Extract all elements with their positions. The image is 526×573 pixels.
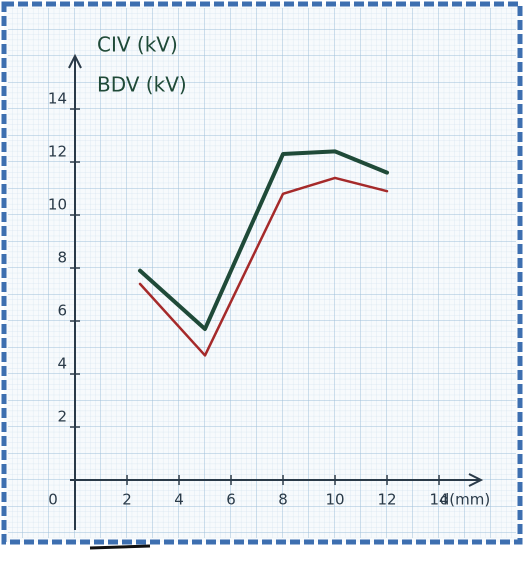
x-axis-label: d(mm) (440, 491, 490, 509)
series-line (138, 176, 389, 357)
x-tick-label: 10 (325, 491, 344, 509)
y-tick-label: 4 (57, 355, 67, 373)
x-tick-label: 14 (429, 491, 448, 509)
y-axis-arrow (68, 53, 82, 69)
x-axis-arrow (468, 473, 484, 487)
y-tick-label: 12 (48, 143, 67, 161)
y-tick-label: 10 (48, 196, 67, 214)
underline (89, 544, 151, 550)
x-tick-label: 2 (122, 491, 132, 509)
x-tick-label: 4 (174, 491, 184, 509)
x-tick-label: 8 (278, 491, 288, 509)
legend-label: CIV (kV) (97, 33, 178, 57)
x-tick-label: 12 (377, 491, 396, 509)
y-tick-label: 14 (48, 90, 67, 108)
series-line (138, 149, 389, 331)
legend-label: BDV (kV) (97, 73, 187, 97)
y-tick-label: 8 (57, 249, 67, 267)
y-tick-label: 6 (57, 302, 67, 320)
x-tick-label: 6 (226, 491, 236, 509)
y-tick-label: 2 (57, 408, 67, 426)
paper-major-grid (8, 8, 516, 538)
x-tick-label: 0 (48, 491, 58, 509)
